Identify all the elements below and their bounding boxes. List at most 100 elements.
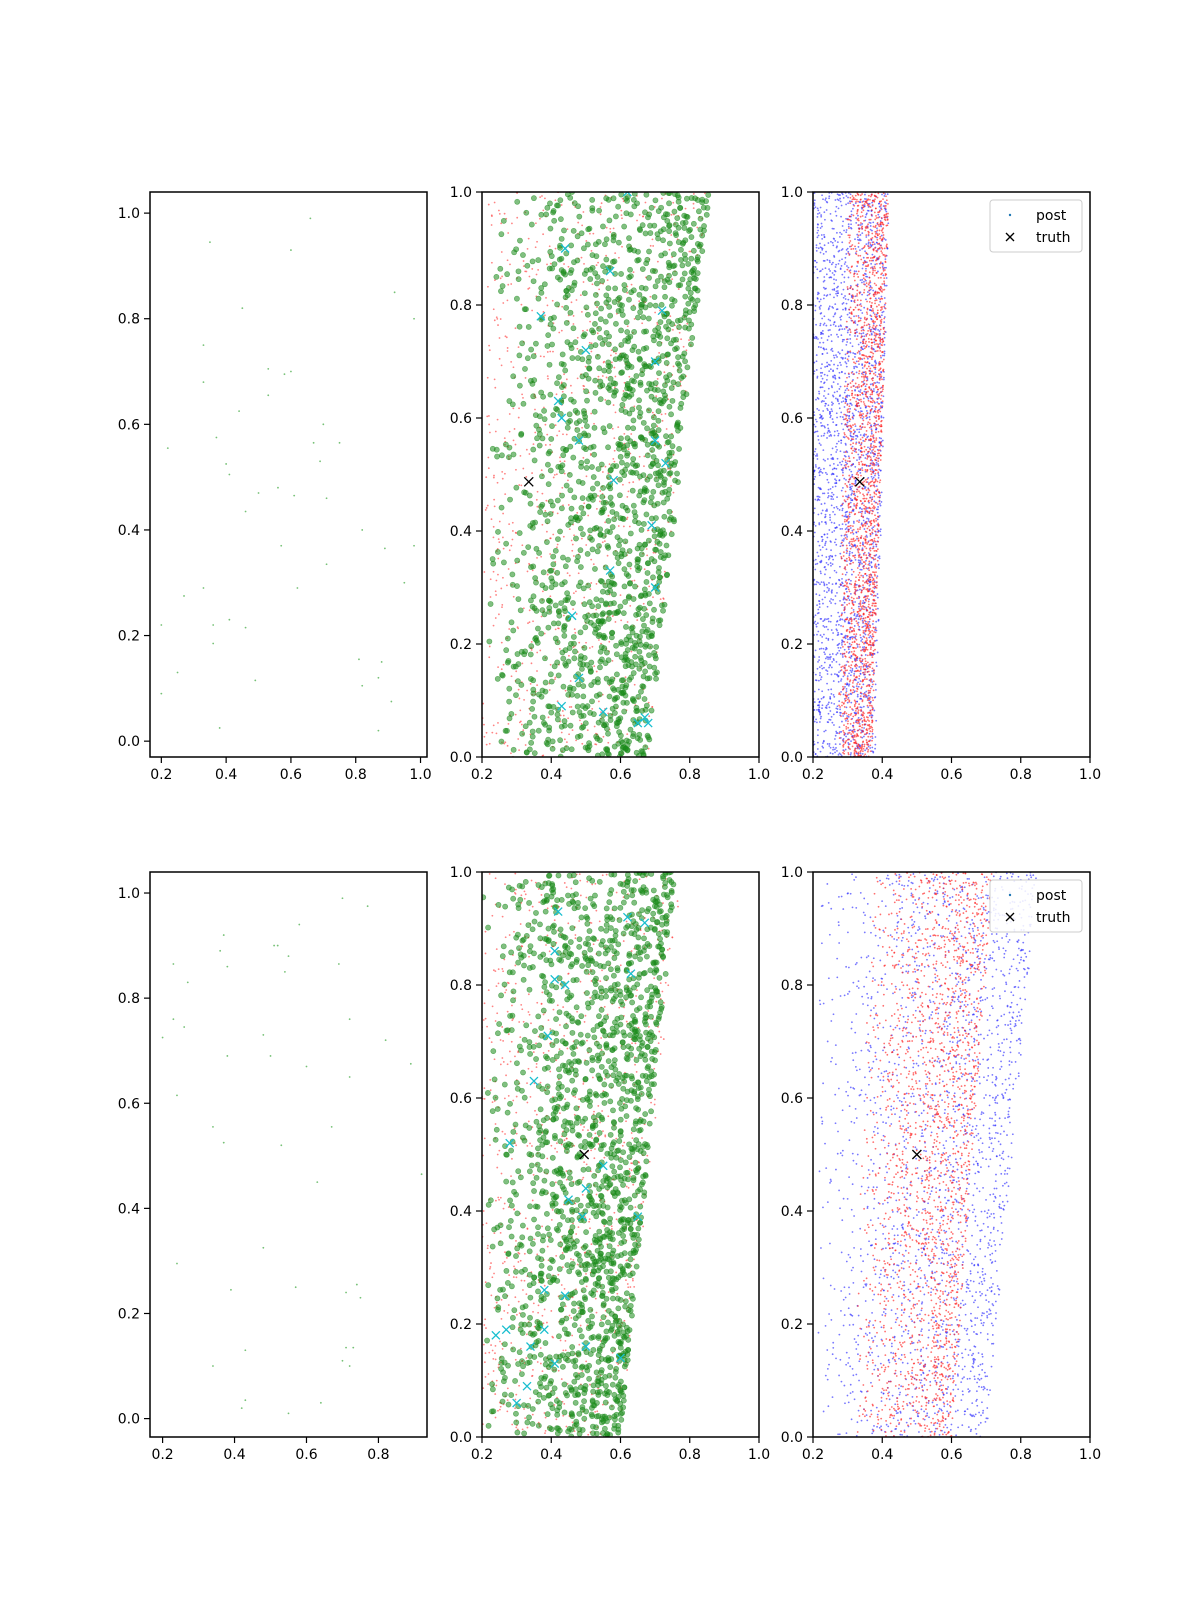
point — [558, 600, 565, 606]
point — [844, 588, 847, 591]
point — [593, 692, 600, 699]
point — [579, 719, 581, 722]
point — [859, 471, 862, 474]
point — [539, 714, 546, 721]
point — [601, 634, 608, 641]
point — [862, 586, 864, 589]
point — [664, 413, 667, 415]
point — [826, 374, 829, 377]
point — [569, 680, 572, 682]
point — [818, 474, 821, 477]
point — [845, 229, 848, 231]
point — [823, 661, 826, 664]
point — [850, 210, 853, 213]
point — [847, 424, 850, 427]
point — [832, 227, 835, 230]
point — [494, 590, 497, 593]
point — [881, 266, 884, 268]
point — [498, 738, 505, 745]
point — [820, 312, 823, 314]
point — [546, 263, 548, 266]
point — [639, 661, 645, 668]
point — [846, 536, 849, 538]
point — [836, 749, 838, 752]
x-tick-label: 1.0 — [748, 767, 770, 783]
point — [624, 462, 630, 468]
point — [653, 644, 660, 650]
point — [530, 353, 537, 360]
point — [668, 340, 674, 347]
point — [814, 464, 817, 466]
point — [867, 518, 870, 520]
point — [819, 307, 821, 310]
point — [647, 747, 650, 750]
point — [611, 615, 614, 617]
point — [592, 241, 599, 248]
point — [885, 277, 888, 279]
point — [509, 581, 516, 588]
point — [878, 555, 881, 558]
point — [644, 476, 651, 483]
point — [547, 671, 554, 678]
point — [816, 721, 818, 724]
point — [656, 565, 662, 571]
point — [848, 513, 851, 516]
point — [682, 358, 688, 365]
point — [845, 365, 848, 368]
subplot-r0-c0: 0.2 0.4 0.6 0.8 1.00.00.20.40.60.81.0 — [118, 191, 432, 783]
point — [835, 475, 838, 478]
point — [882, 310, 885, 313]
point — [816, 276, 819, 279]
point — [688, 321, 695, 328]
point — [833, 748, 836, 751]
point — [547, 200, 553, 207]
point — [590, 612, 597, 619]
point — [637, 409, 644, 416]
point — [829, 696, 832, 698]
point — [823, 626, 826, 628]
point — [885, 195, 887, 198]
point — [668, 385, 675, 391]
point — [816, 236, 819, 239]
point — [824, 218, 826, 221]
point — [851, 499, 854, 502]
point — [856, 233, 859, 236]
point — [867, 520, 870, 522]
point — [823, 373, 826, 376]
point — [821, 330, 824, 332]
point — [487, 467, 490, 470]
point — [836, 198, 839, 201]
point — [550, 561, 557, 568]
point — [674, 215, 681, 222]
point — [534, 246, 537, 249]
point — [827, 387, 830, 390]
point — [497, 666, 499, 669]
point — [651, 558, 658, 565]
point — [587, 709, 594, 716]
point — [518, 682, 525, 688]
point — [865, 198, 868, 201]
point — [672, 491, 675, 494]
point — [529, 258, 536, 265]
point — [876, 607, 879, 610]
point — [865, 666, 868, 668]
point — [875, 565, 878, 568]
x-marker — [661, 458, 670, 468]
point — [685, 261, 692, 267]
point — [872, 411, 875, 413]
point — [863, 497, 866, 500]
point — [651, 337, 657, 344]
point — [623, 623, 629, 630]
point — [857, 681, 859, 684]
point — [826, 533, 829, 535]
point — [611, 427, 614, 430]
point — [563, 250, 570, 257]
point — [564, 424, 571, 431]
point — [607, 600, 614, 607]
point — [502, 441, 509, 448]
point — [641, 696, 648, 702]
point — [859, 391, 862, 393]
point — [635, 556, 642, 563]
point — [852, 414, 855, 417]
point — [818, 659, 820, 662]
